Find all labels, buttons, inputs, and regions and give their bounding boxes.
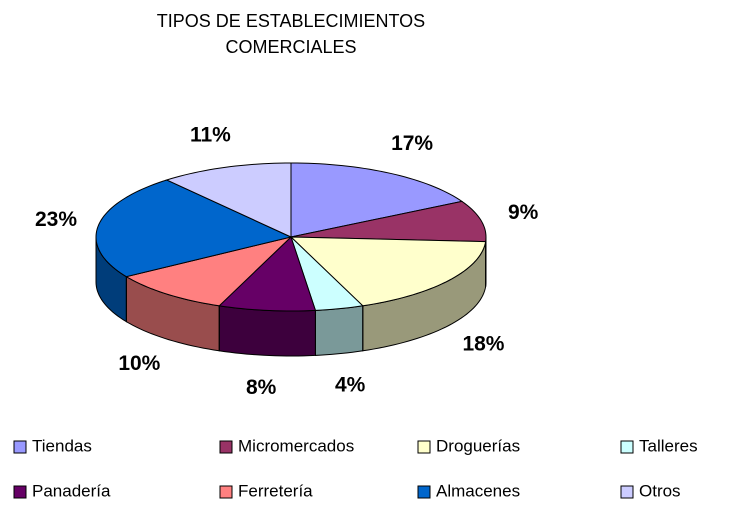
pie-slice — [218, 236, 317, 312]
pie-slice — [290, 236, 364, 311]
legend-swatch — [620, 440, 634, 454]
legend-swatch — [620, 485, 634, 499]
legend-label: Ferretería — [238, 481, 313, 500]
legend-swatch — [219, 485, 233, 499]
value-label: 18% — [462, 333, 504, 356]
pie-side — [314, 305, 364, 356]
value-labels: 17% 9% 18% 4% 8% 10% 23% 11% — [35, 124, 539, 399]
pie-slice — [290, 200, 487, 243]
pie-side — [218, 305, 316, 357]
legend-swatch — [219, 440, 233, 454]
legend-label: Micromercados — [238, 436, 354, 455]
pie-slice — [290, 162, 464, 238]
pie-slice — [95, 179, 293, 278]
chart-title: TIPOS DE ESTABLECIMIENTOS COMERCIALES — [157, 11, 425, 57]
legend-label: Panadería — [32, 481, 111, 500]
pie-slice — [165, 162, 292, 238]
pie-tops — [95, 162, 487, 312]
legend-label: Droguerías — [436, 436, 520, 455]
legend: Tiendas Micromercados Droguerías Talleres Pa… — [13, 436, 698, 500]
pie-slice — [289, 236, 487, 307]
value-label: 8% — [246, 376, 277, 399]
value-label: 4% — [335, 373, 366, 396]
legend-swatch — [13, 485, 27, 499]
value-label: 9% — [508, 201, 539, 224]
legend-swatch — [13, 440, 27, 454]
legend-label: Tiendas — [32, 436, 92, 455]
value-label: 10% — [118, 352, 160, 375]
legend-label: Talleres — [639, 436, 698, 455]
pie-slice — [125, 236, 293, 307]
value-label: 17% — [391, 132, 433, 155]
value-label: 11% — [190, 124, 231, 147]
legend-swatch — [417, 485, 431, 499]
legend-label: Almacenes — [436, 481, 520, 500]
value-label: 23% — [35, 208, 77, 231]
legend-label: Otros — [639, 481, 681, 500]
legend-swatch — [417, 440, 431, 454]
